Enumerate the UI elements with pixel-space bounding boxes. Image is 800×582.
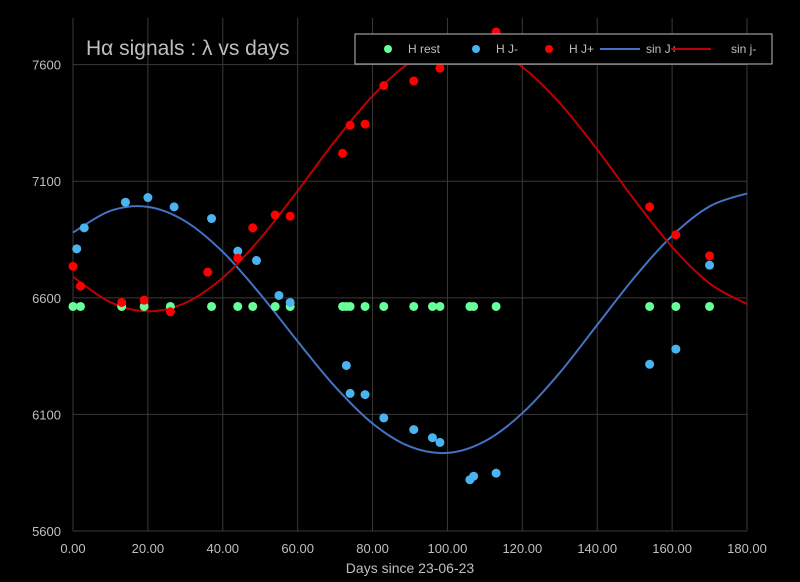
data-point-h-j-: [120, 197, 130, 207]
y-tick-label: 6100: [32, 407, 61, 422]
legend-label-h-j-: H J-: [496, 42, 518, 56]
data-point-h-rest: [270, 301, 280, 311]
tick-labels: 5600 6100 6600 7100 7600 0.00 20.00 40.00 60.00 8…: [32, 58, 767, 556]
data-point-h-rest: [671, 301, 681, 311]
chart-title: Hα signals : λ vs days: [86, 37, 290, 60]
data-point-h-rest: [705, 301, 715, 311]
data-point-h-j+: [68, 261, 78, 271]
data-point-h-j-: [341, 360, 351, 370]
x-tick-label: 80.00: [356, 541, 389, 556]
x-tick-label: 180.00: [727, 541, 767, 556]
data-point-h-j+: [285, 211, 295, 221]
data-point-h-j-: [427, 433, 437, 443]
legend-label-sin-j+: sin J+: [646, 42, 678, 56]
data-point-h-j-: [233, 246, 243, 256]
data-point-h-j+: [203, 267, 213, 277]
data-point-h-rest: [68, 301, 78, 311]
data-point-h-j-: [251, 256, 261, 266]
data-point-h-j+: [671, 230, 681, 240]
data-point-h-j+: [435, 63, 445, 73]
data-point-h-j+: [409, 76, 419, 86]
x-tick-label: 120.00: [502, 541, 542, 556]
legend-marker-h-j+: [545, 45, 553, 53]
data-point-h-rest: [360, 301, 370, 311]
x-axis-label: Days since 23-06-23: [346, 560, 475, 576]
data-point-h-rest: [469, 301, 479, 311]
data-point-h-rest: [207, 301, 217, 311]
data-point-h-j-: [169, 202, 179, 212]
data-point-h-j-: [72, 244, 82, 254]
data-point-h-j-: [285, 297, 295, 307]
data-point-h-rest: [645, 301, 655, 311]
legend-label-h-rest: H rest: [408, 42, 441, 56]
legend-marker-h-j-: [472, 45, 480, 53]
x-tick-label: 40.00: [207, 541, 240, 556]
data-point-h-rest: [345, 301, 355, 311]
data-point-h-j-: [435, 437, 445, 447]
data-point-h-j+: [645, 202, 655, 212]
data-point-h-j+: [248, 223, 258, 233]
data-point-h-j+: [270, 210, 280, 220]
data-point-h-j-: [491, 468, 501, 478]
data-point-h-j-: [79, 223, 89, 233]
data-point-h-j+: [139, 295, 149, 305]
x-tick-label: 20.00: [132, 541, 165, 556]
series-line-sin-j+: [72, 192, 748, 455]
data-point-h-j-: [345, 388, 355, 398]
y-tick-label: 7600: [32, 58, 61, 73]
data-point-h-rest: [379, 301, 389, 311]
data-point-h-j-: [360, 390, 370, 400]
x-tick-label: 100.00: [428, 541, 468, 556]
data-point-h-j-: [409, 425, 419, 435]
data-point-h-j+: [379, 81, 389, 91]
data-point-h-rest: [248, 301, 258, 311]
data-point-h-j-: [645, 359, 655, 369]
data-point-h-j+: [233, 253, 243, 263]
data-point-h-j+: [75, 281, 85, 291]
data-point-h-rest: [491, 301, 501, 311]
y-tick-label: 5600: [32, 524, 61, 539]
data-point-h-j-: [379, 413, 389, 423]
data-point-h-j+: [165, 307, 175, 317]
data-point-h-j+: [345, 120, 355, 130]
legend: H rest H J- H J+ sin J+ sin j-: [354, 33, 773, 65]
data-point-h-rest: [435, 301, 445, 311]
x-tick-label: 140.00: [577, 541, 617, 556]
gridlines: [72, 18, 748, 532]
y-tick-label: 6600: [32, 291, 61, 306]
legend-label-h-j+: H J+: [569, 42, 594, 56]
x-tick-label: 0.00: [60, 541, 85, 556]
data-point-h-rest: [75, 301, 85, 311]
data-point-h-j-: [143, 193, 153, 203]
data-point-h-rest: [427, 301, 437, 311]
x-tick-label: 60.00: [281, 541, 314, 556]
data-point-h-j+: [705, 251, 715, 261]
data-point-h-rest: [139, 301, 149, 311]
x-tick-label: 160.00: [652, 541, 692, 556]
y-tick-label: 7100: [32, 174, 61, 189]
data-point-h-j-: [207, 214, 217, 224]
legend-label-sin-j-: sin j-: [731, 42, 756, 56]
data-point-h-rest: [233, 301, 243, 311]
data-point-h-j+: [338, 148, 348, 158]
data-point-h-j-: [705, 260, 715, 270]
data-point-h-j+: [360, 119, 370, 129]
legend-marker-h-rest: [384, 45, 392, 53]
data-point-h-j-: [469, 471, 479, 481]
data-point-h-j+: [117, 297, 127, 307]
data-point-h-j-: [671, 344, 681, 354]
data-point-h-rest: [409, 301, 419, 311]
data-point-h-j-: [274, 290, 284, 300]
